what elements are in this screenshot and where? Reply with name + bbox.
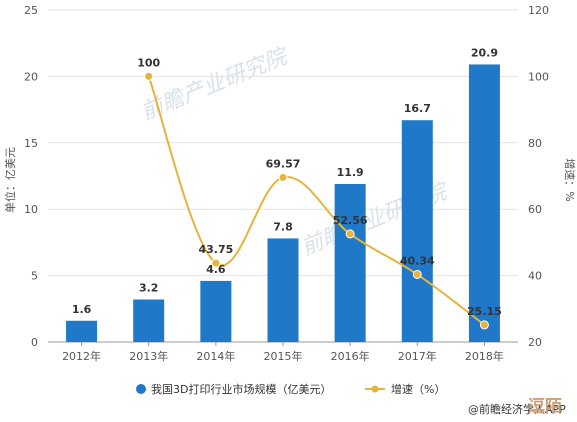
y-tick-label: 5 — [31, 270, 38, 283]
y-tick-label: 10 — [24, 203, 38, 216]
line-point — [211, 258, 221, 268]
legend: 我国3D打印行业市场规模（亿美元） 增速（%） — [136, 382, 445, 396]
x-tick-label: 2015年 — [264, 349, 303, 363]
y-tick-label: 0 — [31, 336, 38, 349]
x-tick-label: 2014年 — [196, 349, 235, 363]
y-tick-label: 25 — [24, 4, 38, 17]
line-value-label: 40.34 — [400, 254, 435, 267]
legend-bar-swatch — [136, 384, 146, 394]
bar — [334, 183, 366, 342]
bar — [401, 120, 433, 342]
bar — [133, 299, 165, 342]
bar-labels: 1.6 3.2 4.6 7.8 11.9 16.7 20.9 — [72, 46, 498, 315]
bar-value-label: 1.6 — [72, 303, 92, 316]
x-tick-label: 2016年 — [331, 349, 370, 363]
line-point — [412, 269, 422, 279]
bar-value-label: 16.7 — [404, 102, 431, 115]
y-tick-label: 15 — [24, 137, 38, 150]
source-text: @前瞻经济学人APP — [468, 402, 566, 416]
line-point — [278, 172, 288, 182]
y-tick-label: 20 — [24, 70, 38, 83]
x-tick-label: 2017年 — [398, 349, 437, 363]
y2-tick-label: 100 — [528, 70, 549, 83]
legend-bar-label: 我国3D打印行业市场规模（亿美元） — [151, 382, 331, 396]
x-axis-ticks: 2012年 2013年 2014年 2015年 2016年 2017年 2018年 — [62, 342, 504, 363]
corner-mark: 逗陌 — [528, 397, 562, 417]
legend-line-marker — [371, 385, 379, 393]
bar — [267, 238, 299, 342]
bar-value-label: 4.6 — [206, 263, 226, 276]
legend-line-label: 增速（%） — [391, 382, 445, 396]
line-point — [479, 320, 489, 330]
line-labels: 100 43.75 69.57 52.56 40.34 25.15 — [137, 56, 502, 318]
y2-axis-label: 增速：% — [563, 158, 577, 201]
bar — [468, 64, 500, 342]
bar — [66, 320, 98, 342]
y2-axis-ticks: 20 40 60 80 100 120 — [528, 4, 549, 349]
y2-tick-label: 40 — [528, 270, 542, 283]
line-series — [144, 71, 489, 330]
y-axis-ticks: 0 5 10 15 20 25 — [24, 4, 38, 349]
bar-value-label: 3.2 — [139, 282, 159, 295]
y2-tick-label: 20 — [528, 336, 542, 349]
bar-value-label: 11.9 — [337, 166, 364, 179]
line-point — [345, 229, 355, 239]
line-point — [144, 71, 154, 81]
bar-value-label: 7.8 — [273, 220, 293, 233]
line-value-label: 100 — [137, 56, 160, 69]
line-value-label: 52.56 — [333, 214, 368, 227]
y-axis-label: 单位：亿美元 — [3, 147, 17, 213]
x-tick-label: 2012年 — [62, 349, 101, 363]
line-value-label: 69.57 — [266, 157, 301, 170]
y2-tick-label: 120 — [528, 4, 549, 17]
bar-series — [66, 64, 500, 342]
watermark-text: 前瞻产业研究院 — [138, 44, 293, 126]
x-tick-label: 2013年 — [129, 349, 168, 363]
y2-tick-label: 80 — [528, 137, 542, 150]
line-value-label: 43.75 — [198, 243, 233, 256]
x-tick-label: 2018年 — [465, 349, 504, 363]
y2-tick-label: 60 — [528, 203, 542, 216]
bar — [200, 280, 232, 342]
line-value-label: 25.15 — [467, 305, 502, 318]
bar-value-label: 20.9 — [471, 46, 498, 59]
